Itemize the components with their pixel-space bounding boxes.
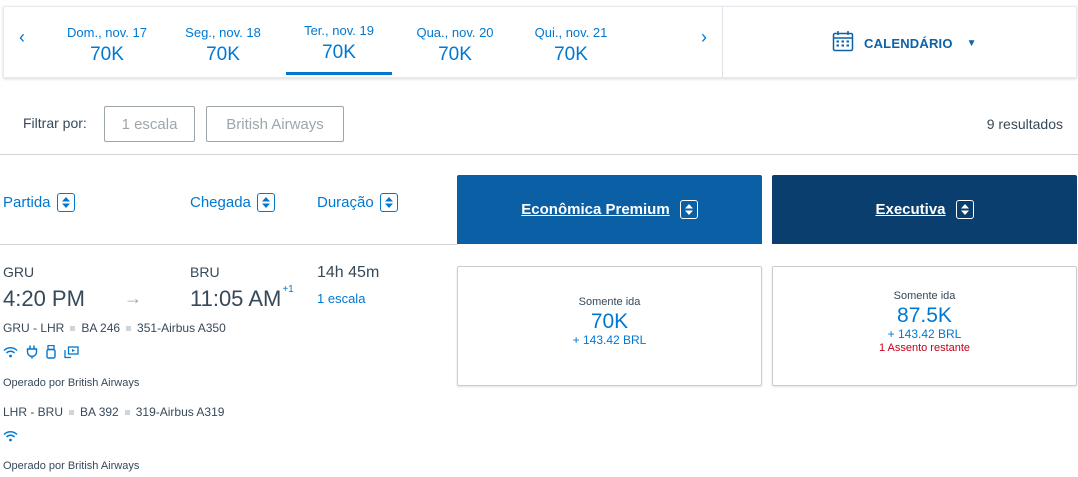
amenities: [3, 345, 79, 359]
date-tab[interactable]: Dom., nov. 17 70K: [54, 7, 160, 73]
chevron-left-icon[interactable]: ‹: [19, 27, 25, 47]
wifi-icon[interactable]: [3, 346, 18, 358]
operated-by: Operado por British Airways: [3, 377, 140, 389]
sort-updown-icon: [379, 193, 398, 212]
sort-arrival[interactable]: Chegada: [190, 193, 275, 212]
date-tab[interactable]: Qui., nov. 21 70K: [518, 7, 624, 73]
fare-tax: + 143.42 BRL: [887, 327, 962, 341]
divider: [722, 7, 723, 77]
operated-by: Operado por British Airways: [3, 460, 140, 472]
separator-dot: [126, 325, 132, 331]
calendar-label: CALENDÁRIO: [864, 36, 953, 51]
date-label: Dom., nov. 17: [67, 25, 147, 40]
seats-remaining: 1 Assento restante: [878, 342, 971, 354]
results-count: 9 resultados: [986, 116, 1063, 132]
fare-type: Somente ida: [893, 290, 956, 302]
segment-info: GRU - LHR BA 246 351-Airbus A350: [3, 321, 226, 335]
separator-dot: [70, 325, 76, 331]
cabin-header-premium[interactable]: Econômica Premium: [457, 175, 762, 244]
separator-dot: [69, 409, 75, 415]
destination-code: BRU: [190, 264, 220, 280]
aircraft: 319-Airbus A319: [135, 405, 225, 419]
date-tab-selected[interactable]: Ter., nov. 19 70K: [286, 7, 392, 75]
date-label: Seg., nov. 18: [185, 25, 261, 40]
sort-updown-icon: [955, 200, 974, 219]
date-label: Qua., nov. 20: [416, 25, 494, 40]
segment-info: LHR - BRU BA 392 319-Airbus A319: [3, 405, 224, 419]
entertainment-icon[interactable]: [64, 345, 79, 359]
sort-updown-icon: [56, 193, 75, 212]
date-label: Qui., nov. 21: [534, 25, 608, 40]
arrow-right-icon: →: [124, 288, 142, 308]
arrive-time: 11:05 AM+1: [190, 284, 294, 312]
day-offset: +1: [282, 284, 294, 295]
depart-time: 4:20 PM: [3, 286, 85, 311]
amenities: [3, 430, 18, 442]
fare-price: 87.5K: [897, 304, 952, 327]
fare-price: 70K: [590, 310, 629, 333]
date-price: 70K: [90, 44, 124, 65]
power-icon[interactable]: [26, 345, 38, 359]
date-price: 70K: [554, 44, 588, 65]
filter-label: Filtrar por:: [23, 115, 87, 131]
date-tab[interactable]: Seg., nov. 18 70K: [170, 7, 276, 73]
arrive-time-value: 11:05 AM: [190, 286, 282, 311]
fare-card-premium[interactable]: Somente ida 70K + 143.42 BRL: [457, 266, 762, 386]
duration: 14h 45m: [317, 264, 380, 281]
flight-number: BA 246: [81, 321, 121, 335]
date-price: 70K: [206, 44, 240, 65]
segment-route: GRU - LHR: [3, 321, 65, 335]
sort-duration[interactable]: Duração: [317, 193, 398, 212]
wifi-icon[interactable]: [3, 430, 18, 442]
divider: [0, 154, 1078, 155]
caret-down-icon: ▼: [966, 38, 977, 49]
segment-route: LHR - BRU: [3, 405, 64, 419]
calendar-icon: [832, 30, 854, 57]
stops-link[interactable]: 1 escala: [317, 291, 366, 306]
date-price: 70K: [322, 42, 356, 63]
date-tab[interactable]: Qua., nov. 20 70K: [402, 7, 508, 73]
sort-updown-icon: [256, 193, 275, 212]
column-label: Duração: [317, 194, 374, 211]
filter-chip-stops[interactable]: 1 escala: [104, 106, 195, 142]
fare-type: Somente ida: [578, 296, 641, 308]
cabin-header-business[interactable]: Executiva: [772, 175, 1077, 244]
cabin-label: Econômica Premium: [521, 201, 670, 218]
flight-number: BA 392: [80, 405, 119, 419]
column-label: Chegada: [190, 194, 251, 211]
calendar-button[interactable]: CALENDÁRIO ▼: [832, 30, 977, 57]
chevron-right-icon[interactable]: ›: [701, 27, 707, 47]
fare-tax: + 143.42 BRL: [572, 333, 647, 347]
column-label: Partida: [3, 194, 51, 211]
separator-dot: [124, 409, 130, 415]
date-label: Ter., nov. 19: [304, 23, 374, 38]
origin-code: GRU: [3, 264, 35, 280]
usb-icon[interactable]: [46, 345, 56, 359]
date-strip: ‹ Dom., nov. 17 70K Seg., nov. 18 70K Te…: [3, 6, 1077, 78]
sort-updown-icon: [679, 200, 698, 219]
fare-card-business[interactable]: Somente ida 87.5K + 143.42 BRL 1 Assento…: [772, 266, 1077, 386]
sort-departure[interactable]: Partida: [3, 193, 75, 212]
aircraft: 351-Airbus A350: [137, 321, 226, 335]
divider: [0, 244, 457, 245]
cabin-label: Executiva: [875, 201, 946, 218]
date-price: 70K: [438, 44, 472, 65]
filter-chip-airline[interactable]: British Airways: [206, 106, 344, 142]
